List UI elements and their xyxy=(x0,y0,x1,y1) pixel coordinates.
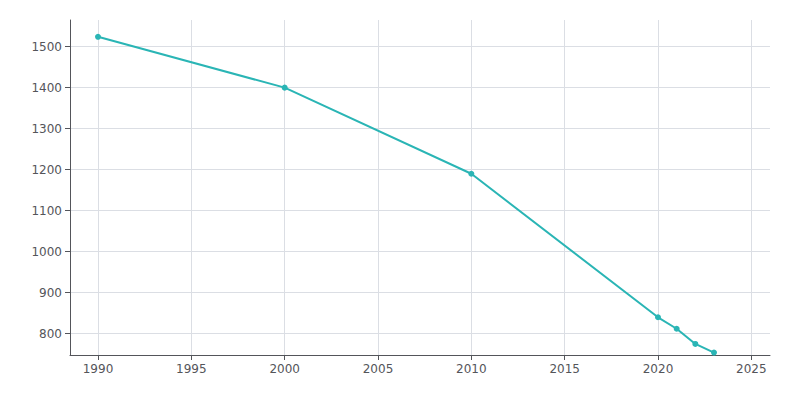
svg-text:1400: 1400 xyxy=(31,81,62,95)
svg-text:1000: 1000 xyxy=(31,245,62,259)
svg-text:2020: 2020 xyxy=(643,362,674,376)
svg-text:1990: 1990 xyxy=(83,362,114,376)
svg-text:900: 900 xyxy=(39,286,62,300)
svg-text:2010: 2010 xyxy=(456,362,487,376)
svg-text:2025: 2025 xyxy=(736,362,767,376)
svg-text:1995: 1995 xyxy=(176,362,207,376)
svg-text:1100: 1100 xyxy=(31,204,62,218)
svg-text:800: 800 xyxy=(39,327,62,341)
svg-text:1500: 1500 xyxy=(31,40,62,54)
svg-text:1300: 1300 xyxy=(31,122,62,136)
svg-text:2000: 2000 xyxy=(269,362,300,376)
svg-text:2005: 2005 xyxy=(363,362,394,376)
svg-text:2015: 2015 xyxy=(549,362,580,376)
svg-text:1200: 1200 xyxy=(31,163,62,177)
